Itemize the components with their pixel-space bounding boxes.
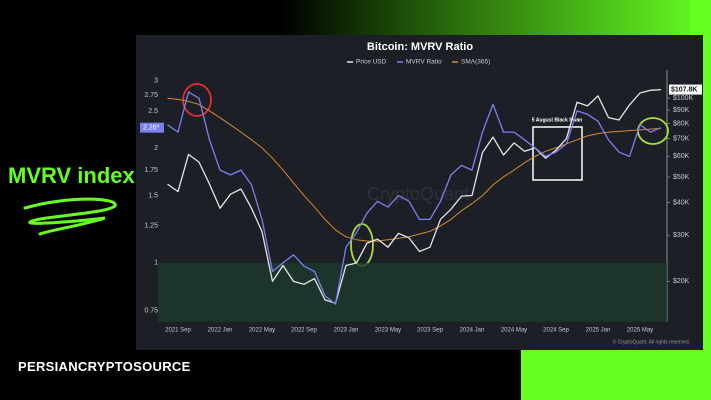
y2-tick-label: $80K — [673, 120, 690, 127]
annotation: 5 August Black Swan — [532, 117, 582, 123]
y2-tick-label: $70K — [673, 136, 690, 143]
y-tick-label: 2.5 — [148, 108, 158, 115]
y-tick-label: 1 — [154, 260, 158, 267]
watermark: CryptoQuant — [367, 184, 469, 204]
undervalued-band — [158, 262, 667, 322]
x-tick-label: 2021 Sep — [165, 328, 191, 334]
x-tick-label: 2022 Sep — [291, 328, 317, 334]
decor-block — [521, 350, 711, 400]
y-tick-label: 3 — [154, 78, 158, 85]
series-line — [167, 97, 662, 242]
x-tick-label: 2024 May — [501, 328, 527, 334]
x-tick-label: 2024 Sep — [543, 328, 569, 334]
y-tick-label: 0.75 — [144, 307, 158, 314]
y2-tick-label: $60K — [673, 153, 690, 160]
y2-tick-label: $20K — [673, 278, 690, 285]
value-label: $107.8K — [671, 86, 697, 93]
x-tick-label: 2025 Jan — [586, 328, 611, 334]
y-tick-label: 1.25 — [144, 223, 158, 230]
x-tick-label: 2022 May — [249, 328, 275, 334]
chart-title: Bitcoin: MVRV Ratio — [367, 41, 473, 53]
legend-label: SMA(365) — [461, 59, 490, 66]
brand: PERSIANCRYPTOSOURCE — [18, 359, 191, 374]
decor-gradient — [280, 0, 711, 36]
x-tick-label: 2025 May — [627, 328, 653, 334]
side-title: MVRV index — [8, 163, 135, 188]
value-label-bg — [140, 122, 164, 133]
y-tick-label: 1.5 — [148, 192, 158, 199]
value-label: 2.26* — [143, 125, 160, 132]
y-tick-label: 2 — [154, 145, 158, 152]
y2-tick-label: $50K — [673, 174, 690, 181]
y-tick-label: 2.75 — [144, 92, 158, 99]
x-tick-label: 2024 Jan — [460, 328, 485, 334]
series-line — [167, 88, 662, 304]
annotation-box — [532, 126, 583, 181]
x-tick-label: 2022 Jan — [208, 328, 233, 334]
y2-tick-label: $40K — [673, 199, 690, 206]
legend-label: Price USD — [356, 59, 387, 66]
series-line — [167, 91, 662, 305]
y2-tick-label: $100K — [673, 95, 694, 102]
legend-label: MVRV Ratio — [406, 59, 442, 66]
copyright: © CryptoQuant. All rights reserved. — [613, 338, 690, 345]
value-label-bg — [669, 84, 702, 95]
y-tick-label: 1.75 — [144, 167, 158, 174]
x-tick-label: 2023 Jan — [334, 328, 359, 334]
y2-tick-label: $30K — [673, 232, 690, 239]
x-tick-label: 2023 May — [375, 328, 401, 334]
x-tick-label: 2023 Sep — [417, 328, 443, 334]
y2-tick-label: $90K — [673, 107, 690, 114]
squiggle — [23, 197, 117, 236]
